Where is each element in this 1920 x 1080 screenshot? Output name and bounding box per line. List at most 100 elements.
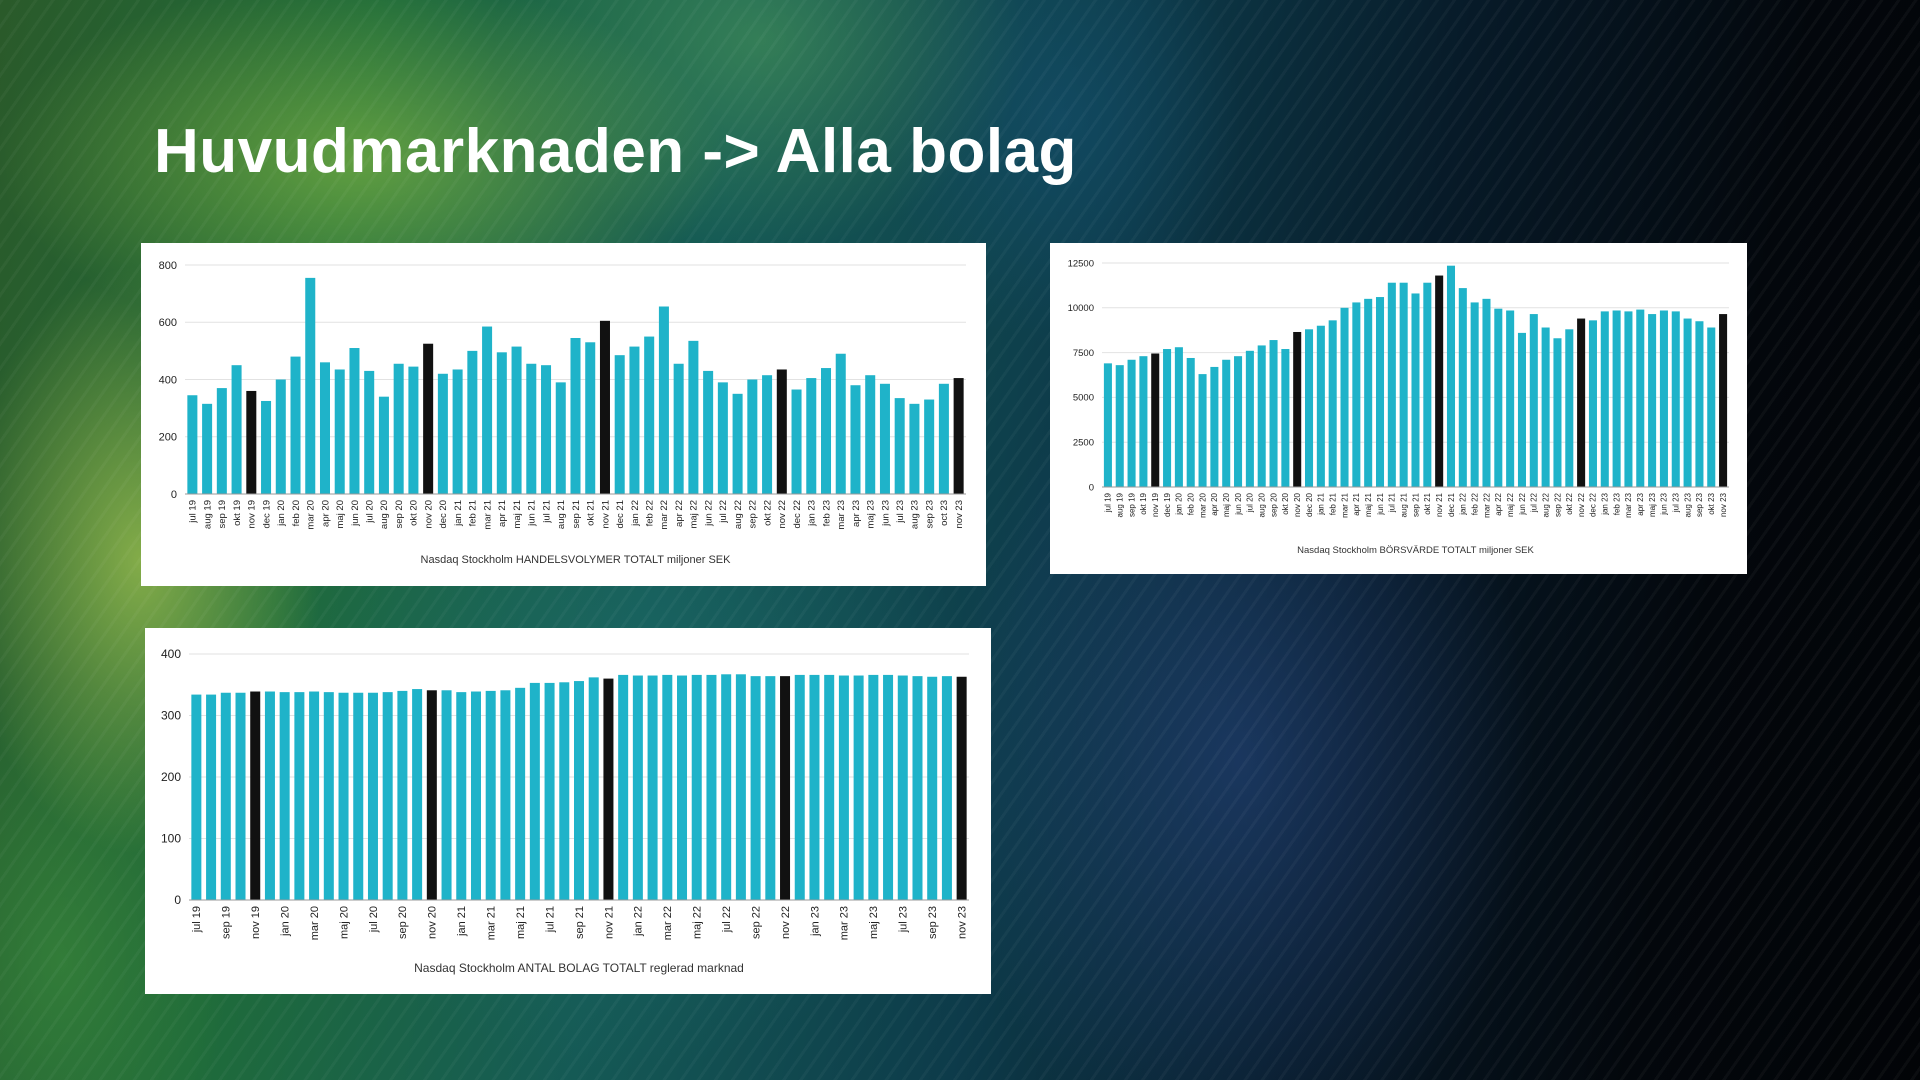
bar-apr-20 xyxy=(1210,366,1219,487)
bar-okt-20 xyxy=(412,689,423,900)
y-tick-label: 7500 xyxy=(1073,348,1094,359)
bar-jul-22 xyxy=(717,382,728,494)
x-tick-label: sep 21 xyxy=(571,500,582,529)
bar-nov-19 xyxy=(250,691,261,900)
x-tick-label: maj 23 xyxy=(1648,492,1657,517)
x-tick-label: jul 23 xyxy=(895,500,906,524)
bar-feb-23 xyxy=(1612,310,1621,487)
x-tick-label: jun 21 xyxy=(1376,492,1385,515)
bar-maj-20 xyxy=(338,692,349,900)
x-tick-label: jun 23 xyxy=(1660,492,1669,515)
x-tick-label: mar 23 xyxy=(1624,492,1633,517)
y-tick-label: 400 xyxy=(159,374,177,386)
x-tick-label: jan 23 xyxy=(809,906,821,937)
bar-jun-23 xyxy=(883,674,894,900)
bar-aug-19 xyxy=(206,694,217,900)
bar-okt-19 xyxy=(235,692,246,900)
bar-jun-21 xyxy=(529,682,540,900)
x-tick-label: dec 22 xyxy=(1589,492,1598,517)
bar-apr-22 xyxy=(673,363,684,494)
x-tick-label: jul 23 xyxy=(1672,492,1681,513)
y-tick-label: 100 xyxy=(161,832,181,846)
y-tick-label: 10000 xyxy=(1068,303,1094,314)
bar-aug-23 xyxy=(912,676,923,900)
bar-jul-20 xyxy=(364,370,375,494)
x-tick-label: nov 21 xyxy=(603,906,615,939)
x-tick-label: nov 20 xyxy=(423,500,434,529)
bar-sep-21 xyxy=(573,681,585,900)
x-tick-label: nov 22 xyxy=(777,500,788,529)
bar-mar-20 xyxy=(1198,374,1207,487)
bar-aug-23 xyxy=(1683,318,1692,487)
y-tick-label: 200 xyxy=(161,770,181,784)
x-tick-label: jan 23 xyxy=(1601,492,1610,515)
bar-dec-21 xyxy=(618,674,629,900)
x-tick-label: aug 20 xyxy=(379,500,390,529)
x-tick-label: sep 19 xyxy=(221,906,233,939)
x-tick-label: mar 20 xyxy=(306,500,317,530)
x-tick-label: jun 23 xyxy=(880,500,891,527)
bar-feb-21 xyxy=(467,350,478,494)
bar-nov-20 xyxy=(1293,331,1302,487)
bar-aug-22 xyxy=(735,674,746,900)
x-tick-label: nov 23 xyxy=(954,500,965,529)
bar-feb-23 xyxy=(820,368,832,494)
bar-apr-23 xyxy=(1636,309,1645,487)
x-tick-label: jan 20 xyxy=(276,500,287,527)
x-tick-label: dec 21 xyxy=(615,500,626,529)
bar-nov-19 xyxy=(1151,353,1160,487)
x-tick-label: mar 21 xyxy=(486,906,498,940)
x-tick-label: jul 22 xyxy=(718,500,729,524)
bar-jan-22 xyxy=(632,675,643,900)
x-tick-label: aug 23 xyxy=(910,500,921,529)
bar-apr-21 xyxy=(500,690,511,900)
x-tick-label: nov 21 xyxy=(1435,492,1444,517)
x-tick-label: jan 22 xyxy=(630,500,641,527)
bar-okt-20 xyxy=(408,366,419,494)
x-tick-label: maj 23 xyxy=(866,500,877,529)
x-tick-label: jul 19 xyxy=(188,500,199,524)
x-tick-label: okt 19 xyxy=(1139,492,1148,514)
x-tick-label: jan 22 xyxy=(1459,492,1468,515)
chart-panel-market-cap: 0 2500 5000 7500 10000 12500 jul 19 aug 19 sep 1… xyxy=(1050,243,1747,574)
bar-apr-23 xyxy=(853,675,864,900)
bar-jun-22 xyxy=(703,370,714,494)
bar-jan-23 xyxy=(806,378,817,494)
x-tick-label: okt 19 xyxy=(232,500,243,526)
bar-maj-20 xyxy=(1222,359,1231,487)
bar-jun-20 xyxy=(1234,356,1243,487)
bar-sep-22 xyxy=(747,379,758,494)
x-tick-label: jun 22 xyxy=(1518,492,1527,515)
bar-dec-19 xyxy=(1163,349,1172,487)
x-tick-label: jul 22 xyxy=(721,906,733,933)
bar-aug-20 xyxy=(1257,345,1266,487)
bar-jan-20 xyxy=(1174,347,1183,487)
bar-maj-22 xyxy=(688,340,699,494)
bar-jan-23 xyxy=(809,674,820,900)
bar-jan-21 xyxy=(452,369,463,494)
bar-aug-19 xyxy=(202,403,213,494)
x-tick-label: maj 20 xyxy=(335,500,346,529)
bar-dec-20 xyxy=(437,373,448,494)
x-tick-label: okt 22 xyxy=(1565,492,1574,514)
bar-okt-23 xyxy=(1707,327,1716,487)
bar-feb-22 xyxy=(1470,302,1479,487)
bar-jun-21 xyxy=(1375,297,1385,487)
bar-sep-20 xyxy=(393,363,404,494)
bar-apr-22 xyxy=(677,675,688,900)
bar-jul-23 xyxy=(894,398,905,494)
x-tick-label: aug 21 xyxy=(556,500,567,529)
x-tick-label: nov 22 xyxy=(1577,492,1586,517)
bar-jun-23 xyxy=(1659,310,1668,487)
bar-okt-19 xyxy=(1139,356,1148,487)
x-tick-label: nov 19 xyxy=(247,500,258,529)
x-tick-label: sep 19 xyxy=(217,500,228,529)
bar-maj-21 xyxy=(515,687,526,900)
bar-aug-22 xyxy=(732,393,743,494)
x-tick-label: maj 20 xyxy=(1222,492,1231,517)
bar-mar-20 xyxy=(305,277,316,494)
bar-nov-23 xyxy=(1719,314,1728,487)
bar-aug-22 xyxy=(1541,327,1550,487)
x-tick-label: sep 21 xyxy=(1411,492,1420,517)
x-tick-label: maj 22 xyxy=(689,500,700,529)
